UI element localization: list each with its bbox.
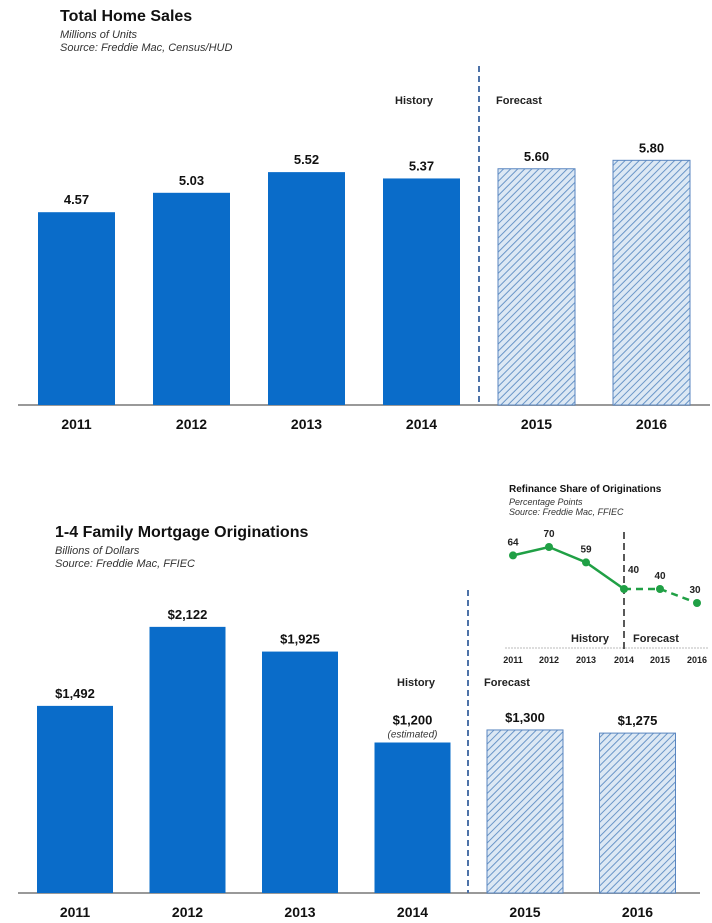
mortgage_originations-bar-2013 — [262, 651, 338, 893]
home_sales-bar-2011 — [38, 212, 115, 405]
mortgage_originations-value-label: $2,122 — [168, 607, 208, 622]
refi-subtitle: Percentage Points — [509, 497, 583, 507]
refi-title: Refinance Share of Originations — [509, 484, 662, 495]
mortgage_originations-value-label: $1,925 — [280, 632, 320, 647]
refi-point-2013 — [582, 558, 590, 567]
home-sales-subtitle: Millions of Units — [60, 29, 138, 41]
mortgage_originations-value-label: $1,492 — [55, 686, 95, 701]
home_sales-value-label: 5.03 — [179, 173, 204, 188]
refi-value-label: 59 — [580, 544, 592, 555]
home-sales-source: Source: Freddie Mac, Census/HUD — [60, 42, 233, 54]
refi-tick-label: 2016 — [687, 655, 707, 665]
mortgage_originations-bar-2011 — [37, 705, 113, 893]
mortgage_originations-bar-2012 — [149, 626, 226, 893]
refi-value-label: 30 — [689, 585, 701, 596]
refi-value-label: 40 — [628, 565, 640, 576]
refi-tick-label: 2012 — [539, 655, 559, 665]
mortgage_originations-tick-label: 2013 — [284, 904, 315, 920]
home_sales-value-label: 5.52 — [294, 152, 319, 167]
mortgage_originations-note-label: (estimated) — [387, 730, 437, 741]
home_sales-value-label: 5.60 — [524, 149, 549, 164]
home_sales-bar-2015 — [497, 168, 576, 406]
mortgage-subtitle: Billions of Dollars — [55, 545, 140, 557]
refi-tick-label: 2011 — [503, 655, 523, 665]
home_sales-value-label: 5.37 — [409, 158, 434, 173]
mortgage_originations-tick-label: 2012 — [172, 904, 203, 920]
home_sales-tick-label: 2015 — [521, 416, 552, 432]
mortgage_originations-bar-2016 — [599, 732, 676, 894]
refi-point-2014 — [620, 585, 628, 593]
refi-value-label: 64 — [507, 537, 519, 548]
refi-value-label: 40 — [654, 571, 666, 582]
refi-tick-label: 2015 — [650, 655, 670, 665]
refi-forecast-label: Forecast — [633, 633, 679, 645]
mortgage_originations-tick-label: 2016 — [622, 904, 653, 920]
refi-history-label: History — [571, 633, 610, 645]
refi-value-label: 70 — [543, 529, 555, 540]
mortgage_originations-value-label: $1,300 — [505, 710, 545, 725]
mortgage_originations-bar-2014 — [374, 742, 451, 893]
home_sales-bar-2014 — [383, 178, 460, 405]
refi-tick-label: 2013 — [576, 655, 596, 665]
home_sales-tick-label: 2016 — [636, 416, 667, 432]
mortgage-title: 1-4 Family Mortgage Originations — [55, 524, 309, 541]
mortgage-source: Source: Freddie Mac, FFIEC — [55, 558, 195, 570]
home_sales-value-label: 4.57 — [64, 192, 89, 207]
home_sales-bar-2013 — [268, 172, 345, 405]
home_sales-forecast-label: Forecast — [496, 95, 542, 107]
refi-point-2016 — [693, 599, 701, 607]
home_sales-tick-label: 2012 — [176, 416, 207, 432]
mortgage_originations-forecast-label: Forecast — [484, 677, 530, 689]
refi-source: Source: Freddie Mac, FFIEC — [509, 507, 624, 517]
refi-point-2015 — [656, 585, 664, 593]
refi-history-line — [512, 545, 625, 591]
mortgage_originations-value-label: $1,275 — [618, 713, 658, 728]
home_sales-tick-label: 2011 — [61, 416, 92, 432]
refi-point-2012 — [545, 543, 553, 551]
mortgage_originations-tick-label: 2014 — [397, 904, 428, 920]
mortgage_originations-bar-2015 — [486, 729, 564, 894]
refi-point-2011 — [509, 551, 517, 560]
home-sales-title: Total Home Sales — [60, 8, 193, 25]
home_sales-bar-2016 — [612, 159, 691, 406]
home_sales-bar-2012 — [153, 192, 230, 405]
home_sales-tick-label: 2014 — [406, 416, 437, 432]
mortgage_originations-history-label: History — [397, 677, 436, 689]
home_sales-history-label: History — [395, 95, 434, 107]
home_sales-value-label: 5.80 — [639, 140, 664, 155]
refi-tick-label: 2014 — [614, 655, 634, 665]
mortgage_originations-value-label: $1,200 — [393, 713, 433, 728]
mortgage_originations-tick-label: 2015 — [509, 904, 540, 920]
home_sales-tick-label: 2013 — [291, 416, 322, 432]
mortgage_originations-tick-label: 2011 — [60, 904, 91, 920]
